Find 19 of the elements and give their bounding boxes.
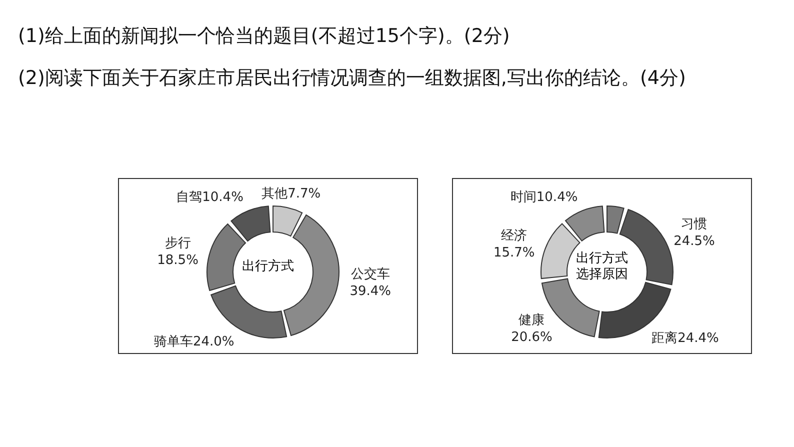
text: (2)阅读下面关于石家庄市居民出行情况调查的一组数据图,写出你的结论。(4分) <box>18 66 687 91</box>
slice-label: 自驾10.4% <box>176 190 244 206</box>
slice-label: 健康 <box>518 312 545 328</box>
data-label: 18.5% <box>157 252 198 268</box>
data-label: 20.6% <box>511 329 552 344</box>
slice-label: 时间10.4% <box>510 190 578 206</box>
slice-label: 其他7.7% <box>262 186 321 202</box>
slice-label: 距离24.4% <box>652 330 719 346</box>
slice-label: 步行 <box>164 236 191 251</box>
data-label: 39.4% <box>350 283 392 298</box>
slice-label: 习惯 <box>681 216 708 232</box>
data-label: 15.7% <box>494 245 535 260</box>
slice-label: 公交车 <box>350 265 390 282</box>
slice-label: 骑单车24.0% <box>154 334 234 350</box>
text: 出行方式选择原因 <box>575 250 629 284</box>
slice-label: 经济 <box>501 228 528 244</box>
text: 出行方式 <box>241 258 295 276</box>
text: (1)给上面的新闻拟一个恰当的题目(不超过15个字)。(2分) <box>18 24 511 49</box>
data-label: 24.5% <box>674 233 715 248</box>
